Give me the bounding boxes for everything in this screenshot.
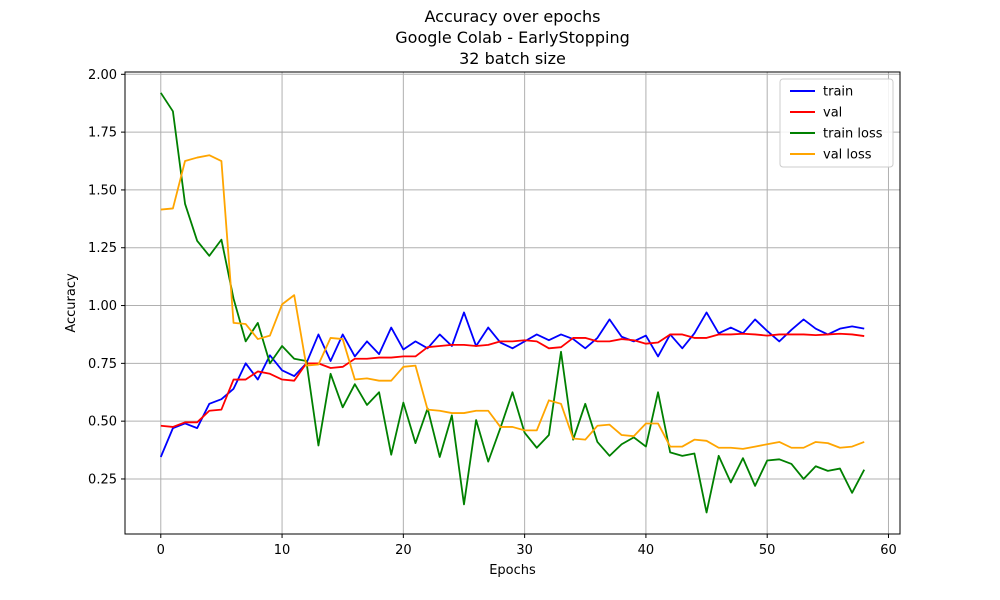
x-tick-label: 10 (274, 543, 291, 558)
legend-box (779, 78, 894, 168)
y-tick-label: 1.75 (88, 126, 117, 141)
legend-label-train: train (823, 85, 853, 100)
chart-title-line-2: Google Colab - EarlyStopping (395, 28, 630, 47)
legend-label-val: val (823, 106, 842, 121)
chart-title-line-1: Accuracy over epochs (425, 7, 601, 26)
legend-label-train-loss: train loss (823, 127, 883, 142)
series-line-train-loss (160, 92, 866, 514)
y-tick-label: 2.00 (88, 68, 117, 83)
y-tick-label: 0.25 (88, 472, 117, 487)
x-tick-label: 30 (516, 543, 533, 558)
series-line-val-loss (160, 154, 865, 450)
series-line-train (159, 311, 865, 458)
y-tick-label: 1.50 (88, 183, 117, 198)
x-tick-label: 40 (638, 543, 655, 558)
x-tick-label: 20 (395, 543, 412, 558)
y-tick-label: 1.25 (88, 241, 117, 256)
x-axis-ticks: 0 10 20 30 40 50 60 (157, 534, 897, 558)
x-tick-label: 50 (759, 543, 776, 558)
y-axis-ticks: 0.25 0.50 0.75 1.00 1.25 1.50 1.75 2.00 (88, 68, 125, 487)
x-tick-label: 60 (880, 543, 897, 558)
chart-title-line-3: 32 batch size (459, 49, 566, 68)
y-tick-label: 1.00 (88, 299, 117, 314)
series-line-val (160, 332, 865, 428)
y-axis-label: Accuracy (64, 273, 79, 333)
plot-frame (124, 71, 901, 535)
legend-label-val-loss: val loss (823, 148, 872, 163)
x-tick-label: 0 (157, 543, 165, 558)
grid-lines (125, 72, 900, 534)
legend: train val train loss val loss (779, 78, 894, 168)
y-tick-label: 0.50 (88, 415, 117, 430)
x-axis-label: Epochs (489, 563, 536, 578)
y-tick-label: 0.75 (88, 357, 117, 372)
series-lines (159, 92, 866, 514)
